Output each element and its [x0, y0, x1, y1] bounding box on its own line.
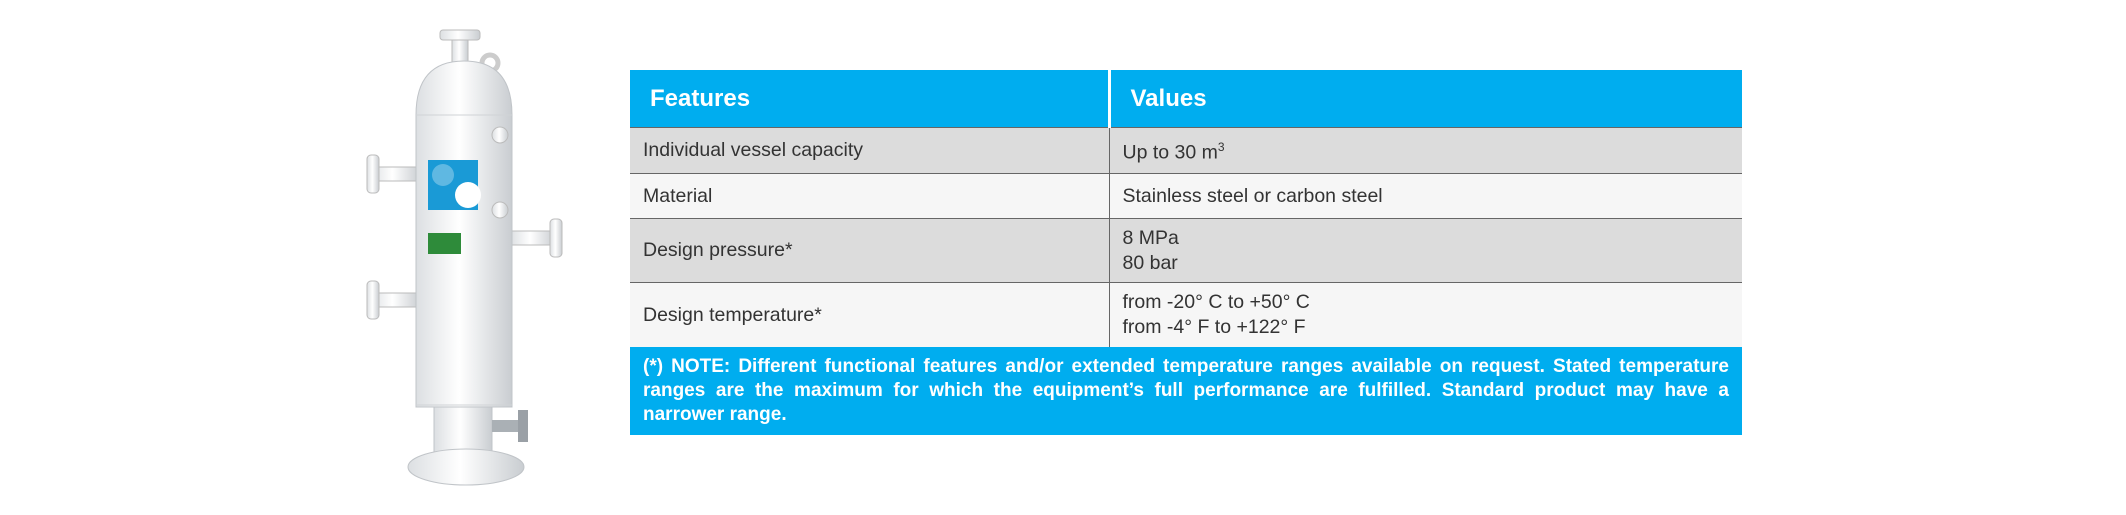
note: (*) NOTE: Different functional features …: [630, 347, 1742, 435]
feature-cell: Individual vessel capacity: [630, 127, 1109, 174]
value-cell: Up to 30 m3: [1108, 127, 1742, 174]
feature-cell: Design temperature*: [630, 282, 1109, 347]
feature-cell: Material: [630, 173, 1109, 219]
value-cell: from -20° C to +50° C from -4° F to +122°…: [1108, 282, 1742, 347]
value-line: Up to 30 m3: [1123, 135, 1730, 166]
value-line: 80 bar: [1123, 251, 1730, 276]
header-cell: Values: [1107, 70, 1742, 128]
value-cell: Stainless steel or carbon steel: [1108, 173, 1742, 219]
table-row: Design pressure* 8 MPa 80 bar: [630, 218, 1742, 283]
value-line: 8 MPa: [1123, 226, 1730, 251]
vessel-photo: [366, 29, 563, 486]
header-row: Features Values: [630, 70, 1742, 128]
value-line: from -20° C to +50° C: [1123, 290, 1730, 315]
value-text: Up to 30 m: [1122, 141, 1218, 164]
feature-cell: Design pressure*: [630, 218, 1109, 283]
value-text: 8 MPa: [1122, 226, 1179, 249]
table-row: Individual vessel capacity Up to 30 m3: [630, 127, 1742, 174]
header-cell: Features: [630, 70, 1109, 128]
table-row: Design temperature* from -20° C to +50° C…: [630, 282, 1742, 347]
value-line: Stainless steel or carbon steel: [1123, 184, 1730, 209]
value-text: from -4° F to +122° F: [1122, 316, 1306, 338]
note-row: (*) NOTE: Different functional features …: [630, 347, 1742, 435]
value-cell: 8 MPa 80 bar: [1108, 218, 1742, 283]
value-text: from -20° C to +50° C: [1122, 291, 1310, 313]
table-row: Material Stainless steel or carbon steel: [630, 173, 1742, 219]
features-table: Features Values Individual vessel capaci…: [630, 70, 1742, 435]
value-text: 80 bar: [1122, 251, 1178, 274]
value-line: from -4° F to +122° F: [1123, 315, 1730, 340]
value-text: Stainless steel or carbon steel: [1122, 184, 1383, 207]
superscript: 3: [1217, 140, 1225, 155]
